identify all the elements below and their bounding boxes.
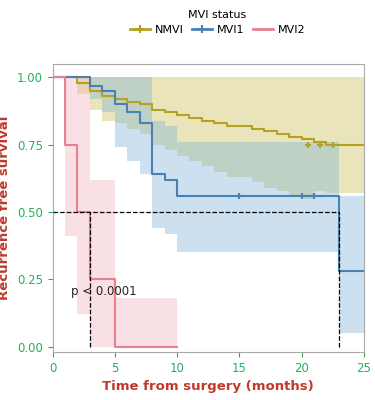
X-axis label: Time from surgery (months): Time from surgery (months) (102, 380, 314, 393)
Legend: NMVI, MVI1, MVI2: NMVI, MVI1, MVI2 (130, 10, 305, 35)
Text: p < 0.0001: p < 0.0001 (71, 286, 137, 298)
Y-axis label: Recurrence free survival: Recurrence free survival (0, 116, 11, 300)
